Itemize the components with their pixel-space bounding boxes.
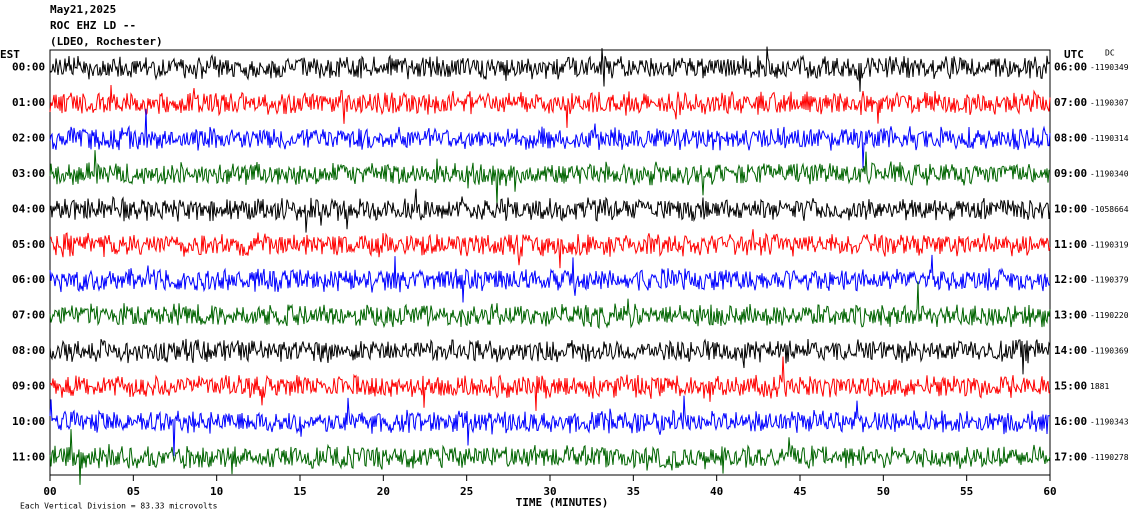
- est-label: 01:00: [12, 96, 45, 109]
- trace: [49, 108, 1051, 168]
- x-tick-label: 60: [1043, 485, 1056, 498]
- dc-offset: -1190314: [1090, 134, 1129, 143]
- x-tick-label: 05: [127, 485, 140, 498]
- dc-offset: -1190220: [1090, 311, 1129, 320]
- utc-label: 14:00: [1054, 344, 1087, 357]
- dc-offset: -1190278: [1090, 453, 1129, 462]
- utc-label: 17:00: [1054, 450, 1087, 463]
- dc-title: DC: [1105, 49, 1115, 58]
- dc-offset: -1190319: [1090, 240, 1129, 249]
- dc-offset: -1190379: [1090, 276, 1129, 285]
- est-label: 06:00: [12, 273, 45, 286]
- trace: [49, 338, 1051, 375]
- utc-label: 12:00: [1054, 273, 1087, 286]
- x-tick-label: 45: [793, 485, 806, 498]
- x-tick-label: 20: [377, 485, 390, 498]
- est-label: 04:00: [12, 202, 45, 215]
- header-location: (LDEO, Rochester): [50, 35, 163, 48]
- est-label: 05:00: [12, 238, 45, 251]
- left-axis-title: EST: [0, 48, 20, 61]
- est-label: 02:00: [12, 132, 45, 145]
- x-tick-label: 40: [710, 485, 723, 498]
- right-axis-title: UTC: [1064, 48, 1084, 61]
- utc-label: 10:00: [1054, 202, 1087, 215]
- x-tick-label: 50: [877, 485, 890, 498]
- footer: Each Vertical Division = 83.33 microvolt…: [20, 502, 218, 511]
- utc-label: 06:00: [1054, 61, 1087, 74]
- est-label: 10:00: [12, 415, 45, 428]
- header-station: ROC EHZ LD --: [50, 19, 136, 32]
- dc-offset: -1190307: [1090, 99, 1129, 108]
- utc-label: 08:00: [1054, 132, 1087, 145]
- utc-label: 16:00: [1054, 415, 1087, 428]
- x-tick-label: 30: [543, 485, 556, 498]
- trace: [49, 429, 1051, 485]
- est-label: 07:00: [12, 309, 45, 322]
- header-date: May21,2025: [50, 3, 116, 16]
- trace: [49, 150, 1051, 206]
- x-tick-label: 15: [293, 485, 306, 498]
- est-label: 11:00: [12, 450, 45, 463]
- dc-offset: -1190340: [1090, 169, 1129, 178]
- x-tick-label: 10: [210, 485, 223, 498]
- plot-frame: [49, 49, 1051, 476]
- utc-label: 11:00: [1054, 238, 1087, 251]
- trace: [49, 188, 1051, 233]
- est-label: 08:00: [12, 344, 45, 357]
- est-label: 00:00: [12, 61, 45, 74]
- est-label: 09:00: [12, 379, 45, 392]
- utc-label: 13:00: [1054, 309, 1087, 322]
- trace: [49, 395, 1050, 457]
- trace: [49, 356, 1051, 411]
- dc-offset: 1881: [1090, 382, 1109, 391]
- x-tick-label: 55: [960, 485, 973, 498]
- x-tick-label: 25: [460, 485, 473, 498]
- trace: [49, 254, 1051, 303]
- trace: [49, 46, 1051, 92]
- utc-label: 15:00: [1054, 379, 1087, 392]
- trace: [49, 281, 1051, 330]
- est-label: 03:00: [12, 167, 45, 180]
- dc-offset: -1190369: [1090, 347, 1129, 356]
- trace: [49, 84, 1051, 128]
- x-axis-title: TIME (MINUTES): [516, 496, 609, 509]
- x-tick-label: 35: [627, 485, 640, 498]
- utc-label: 09:00: [1054, 167, 1087, 180]
- x-tick-label: 00: [43, 485, 56, 498]
- dc-offset: -1190349: [1090, 63, 1129, 72]
- trace: [49, 229, 1051, 269]
- dc-offset: -1058664: [1090, 205, 1129, 214]
- utc-label: 07:00: [1054, 96, 1087, 109]
- dc-offset: -1190343: [1090, 417, 1129, 426]
